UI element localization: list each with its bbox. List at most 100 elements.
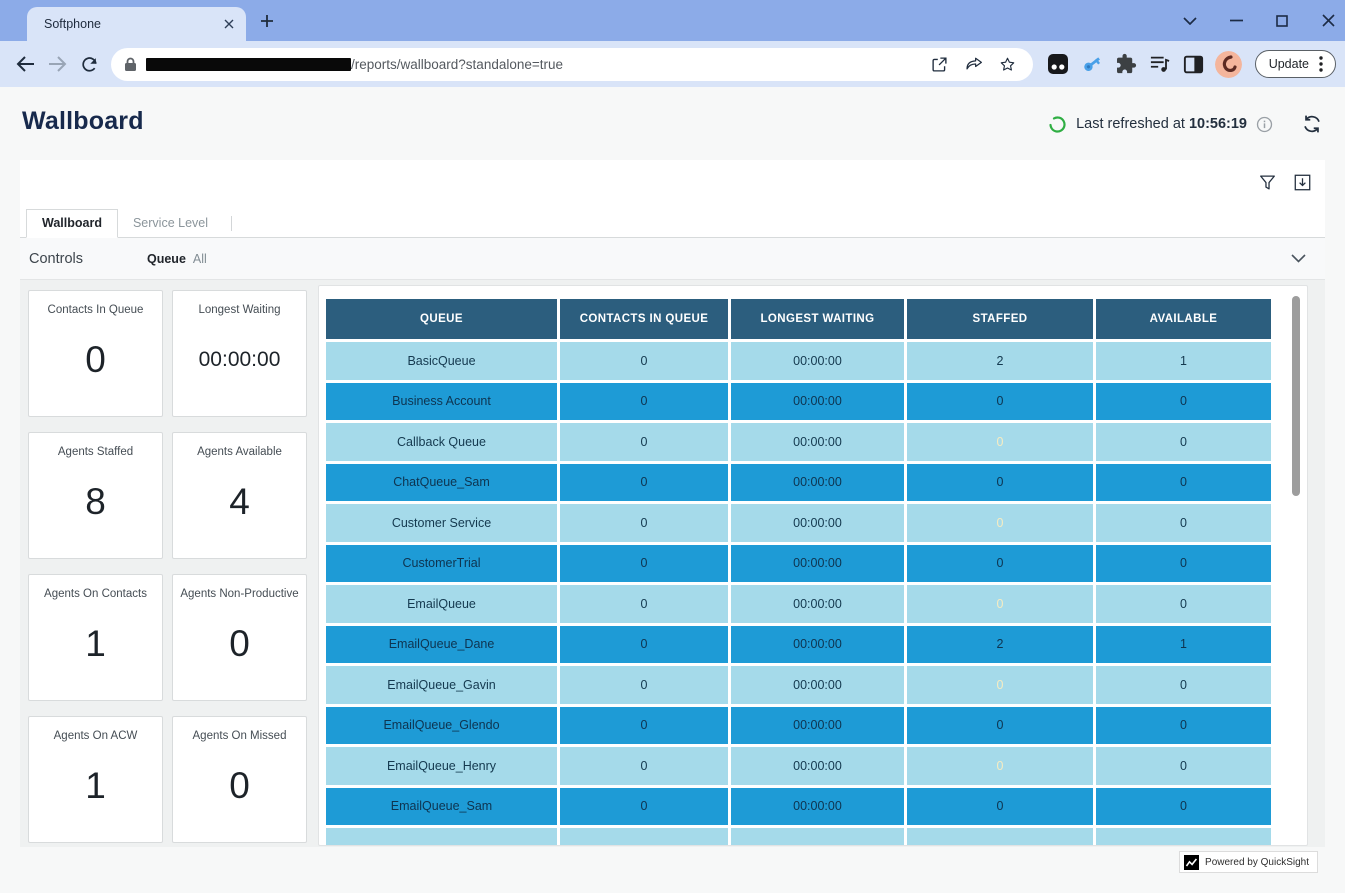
table-row[interactable]: ChatQueue_Sam000:00:0000 — [326, 464, 1271, 502]
cell-available: 1 — [1096, 342, 1271, 380]
tab-close-icon[interactable] — [220, 15, 238, 33]
kpi-value: 00:00:00 — [199, 304, 281, 416]
cell-staffed: 0 — [907, 464, 1093, 502]
queue-filter[interactable]: Queue All — [147, 252, 207, 266]
kpi-card: Agents On Contacts 1 — [28, 574, 163, 701]
refresh-icon[interactable] — [1300, 112, 1324, 136]
browser-tab-softphone[interactable]: Softphone — [27, 7, 246, 41]
url-bar[interactable]: /reports/wallboard?standalone=true — [111, 48, 1033, 81]
blue-key-extension-icon[interactable] — [1077, 49, 1107, 79]
table-row[interactable]: EmailQueue000:00:0000 — [326, 585, 1271, 623]
softphone-wallboard-window: Softphone — [0, 0, 1345, 893]
cell-queue: EmailQueue_Henry — [326, 747, 557, 785]
cell-queue: BasicQueue — [326, 342, 557, 380]
cell-queue: EmailQueue — [326, 585, 557, 623]
bookmark-star-icon[interactable] — [995, 51, 1021, 77]
cell-contacts-in-queue: 0 — [560, 585, 728, 623]
cell-staffed: 0 — [907, 585, 1093, 623]
cell-contacts-in-queue: 0 — [560, 342, 728, 380]
side-panel-icon[interactable] — [1179, 49, 1209, 79]
table-row[interactable]: EmailQueue_Dane000:00:0021 — [326, 626, 1271, 664]
profile-avatar[interactable] — [1215, 51, 1242, 78]
kpi-value: 8 — [85, 446, 106, 558]
table-row[interactable]: Business Account000:00:0000 — [326, 383, 1271, 421]
tab-search-chevron-icon[interactable] — [1179, 10, 1201, 32]
kpi-card: Agents Non-Productive 0 — [172, 574, 307, 701]
cell-available — [1096, 828, 1271, 846]
table-row[interactable]: BasicQueue000:00:0021 — [326, 342, 1271, 380]
cell-longest-waiting: 00:00:00 — [731, 788, 904, 826]
table-row[interactable] — [326, 828, 1271, 846]
close-icon[interactable] — [1317, 10, 1339, 32]
maximize-icon[interactable] — [1271, 10, 1293, 32]
powered-by-text: Powered by QuickSight — [1205, 857, 1309, 868]
filter-funnel-icon[interactable] — [1258, 173, 1277, 192]
kpi-card: Agents On Missed 0 — [172, 716, 307, 843]
info-icon[interactable] — [1255, 115, 1273, 133]
kpi-value: 0 — [85, 304, 106, 416]
back-icon[interactable] — [9, 48, 41, 80]
column-header: LONGEST WAITING — [731, 299, 904, 339]
cell-longest-waiting: 00:00:00 — [731, 626, 904, 664]
kpi-value: 4 — [229, 446, 250, 558]
new-tab-button[interactable] — [258, 12, 276, 30]
cell-contacts-in-queue: 0 — [560, 707, 728, 745]
cell-queue: EmailQueue_Glendo — [326, 707, 557, 745]
cell-staffed: 0 — [907, 666, 1093, 704]
cell-contacts-in-queue: 0 — [560, 626, 728, 664]
table-row[interactable]: Customer Service000:00:0000 — [326, 504, 1271, 542]
column-header: QUEUE — [326, 299, 557, 339]
kebab-menu-icon[interactable] — [1312, 55, 1330, 73]
powered-by-badge[interactable]: Powered by QuickSight — [1179, 851, 1318, 873]
media-playlist-icon[interactable] — [1145, 49, 1175, 79]
tab-service-level[interactable]: Service Level — [118, 210, 223, 237]
dark-extension-icon[interactable] — [1043, 49, 1073, 79]
open-in-new-icon[interactable] — [927, 51, 953, 77]
window-controls — [1179, 0, 1339, 41]
report-tabs: WallboardService Level — [20, 210, 1325, 238]
tab-wallboard[interactable]: Wallboard — [26, 209, 118, 238]
cell-queue: Business Account — [326, 383, 557, 421]
queue-filter-value: All — [193, 252, 207, 266]
kpi-value: 1 — [85, 588, 106, 700]
kpi-value: 0 — [229, 730, 250, 842]
cell-staffed: 2 — [907, 626, 1093, 664]
column-header: STAFFED — [907, 299, 1093, 339]
cell-staffed: 0 — [907, 707, 1093, 745]
cell-contacts-in-queue: 0 — [560, 747, 728, 785]
refresh-status: Last refreshed at 10:56:19 — [1048, 111, 1324, 137]
table-row[interactable]: EmailQueue_Sam000:00:0000 — [326, 788, 1271, 826]
cell-available: 0 — [1096, 423, 1271, 461]
lock-icon[interactable] — [124, 57, 137, 72]
table-row[interactable]: EmailQueue_Glendo000:00:0000 — [326, 707, 1271, 745]
minimize-icon[interactable] — [1225, 10, 1247, 32]
table-row[interactable]: EmailQueue_Gavin000:00:0000 — [326, 666, 1271, 704]
cell-available: 0 — [1096, 464, 1271, 502]
kpi-card: Longest Waiting 00:00:00 — [172, 290, 307, 417]
table-row[interactable]: CustomerTrial000:00:0000 — [326, 545, 1271, 583]
cell-staffed: 0 — [907, 747, 1093, 785]
share-icon[interactable] — [961, 51, 987, 77]
cell-contacts-in-queue: 0 — [560, 666, 728, 704]
table-header-row: QUEUECONTACTS IN QUEUELONGEST WAITINGSTA… — [326, 299, 1271, 339]
table-row[interactable]: Callback Queue000:00:0000 — [326, 423, 1271, 461]
cell-available: 0 — [1096, 504, 1271, 542]
update-button[interactable]: Update — [1255, 50, 1336, 78]
cell-longest-waiting: 00:00:00 — [731, 504, 904, 542]
forward-icon[interactable] — [41, 48, 73, 80]
quicksight-logo-icon — [1184, 855, 1199, 870]
kpi-value: 1 — [85, 730, 106, 842]
export-download-icon[interactable] — [1293, 173, 1312, 192]
extensions-puzzle-icon[interactable] — [1111, 49, 1141, 79]
url-redacted-block — [146, 58, 351, 71]
update-button-label: Update — [1269, 57, 1309, 71]
cell-contacts-in-queue: 0 — [560, 464, 728, 502]
reload-icon[interactable] — [73, 48, 105, 80]
cell-contacts-in-queue: 0 — [560, 545, 728, 583]
table-row[interactable]: EmailQueue_Henry000:00:0000 — [326, 747, 1271, 785]
table-scrollbar-thumb[interactable] — [1292, 296, 1300, 496]
cell-contacts-in-queue: 0 — [560, 423, 728, 461]
cell-staffed — [907, 828, 1093, 846]
tab-title: Softphone — [44, 17, 220, 31]
chevron-down-icon[interactable] — [1289, 250, 1307, 268]
